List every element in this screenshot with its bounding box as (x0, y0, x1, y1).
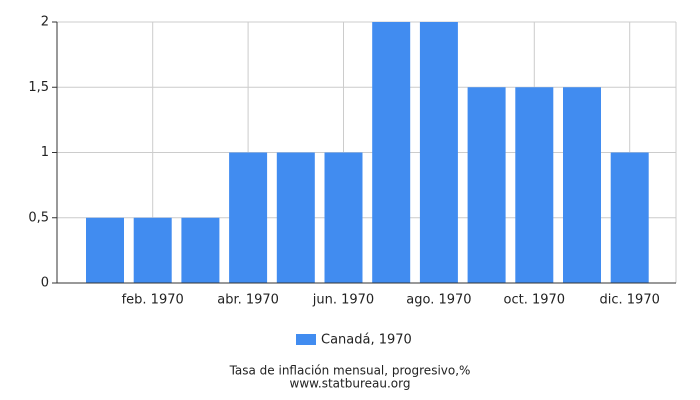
bar (133, 217, 172, 283)
bar (324, 152, 363, 283)
bar (419, 22, 458, 283)
legend-swatch (296, 334, 316, 345)
bar (467, 87, 506, 283)
x-tick-label: ago. 1970 (406, 293, 471, 308)
y-tick-label: 0 (41, 276, 49, 291)
bar (563, 87, 601, 283)
bar (229, 152, 268, 283)
bar (181, 217, 220, 283)
bar (515, 87, 554, 283)
bar (86, 217, 124, 283)
y-tick-label: 1,5 (28, 80, 49, 95)
y-tick-label: 0,5 (28, 210, 49, 225)
legend-label: Canadá, 1970 (321, 333, 412, 348)
x-axis-label: Tasa de inflación mensual, progresivo,% (229, 364, 471, 378)
bar (372, 22, 411, 283)
y-tick-label: 1 (41, 145, 49, 160)
bar (610, 152, 649, 283)
x-tick-label: jun. 1970 (312, 293, 374, 308)
source: www.statbureau.org (290, 377, 411, 391)
y-tick-label: 2 (41, 15, 49, 30)
x-tick-label: dic. 1970 (600, 293, 660, 308)
x-tick-label: feb. 1970 (122, 293, 184, 308)
x-tick-label: oct. 1970 (504, 293, 566, 308)
bar (276, 152, 315, 283)
x-tick-label: abr. 1970 (217, 293, 279, 308)
